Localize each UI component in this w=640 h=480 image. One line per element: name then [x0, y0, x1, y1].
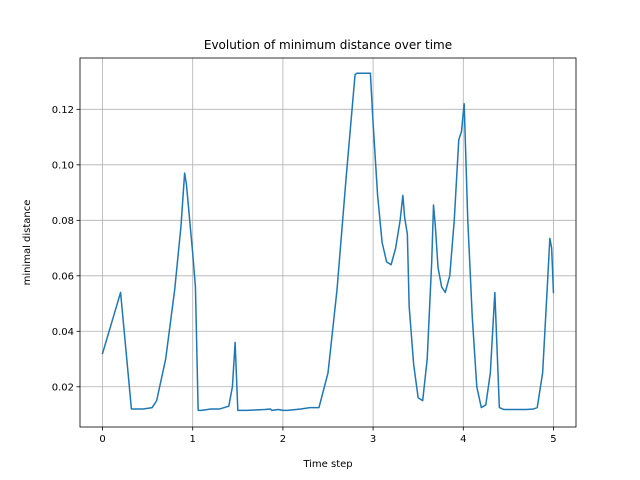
- x-axis-label: Time step: [302, 459, 352, 470]
- x-tick-label: 3: [370, 434, 376, 445]
- x-tick-label: 4: [460, 434, 466, 445]
- y-tick-label: 0.12: [52, 105, 74, 116]
- plot-frame: [79, 57, 577, 428]
- ticks-layer: 0 1 2 3 4 5 0.02 0.04 0.06 0.08 0.10 0.12: [52, 105, 557, 445]
- series-line-0: [101, 72, 555, 412]
- x-tick-label: 5: [550, 434, 556, 445]
- y-tick-label: 0.02: [52, 382, 74, 393]
- y-tick-label: 0.06: [52, 271, 74, 282]
- x-tick-label: 2: [280, 434, 286, 445]
- y-axis-label: minimal distance: [22, 200, 33, 286]
- grid-layer: [80, 58, 576, 427]
- y-tick-label: 0.04: [52, 327, 74, 338]
- chart-title: Evolution of minimum distance over time: [204, 38, 452, 52]
- x-tick-label: 1: [190, 434, 196, 445]
- series-layer: [101, 72, 555, 412]
- y-tick-label: 0.10: [52, 160, 74, 171]
- y-tick-label: 0.08: [52, 216, 74, 227]
- labels-layer: Evolution of minimum distance over time …: [22, 38, 452, 470]
- x-tick-label: 0: [99, 434, 105, 445]
